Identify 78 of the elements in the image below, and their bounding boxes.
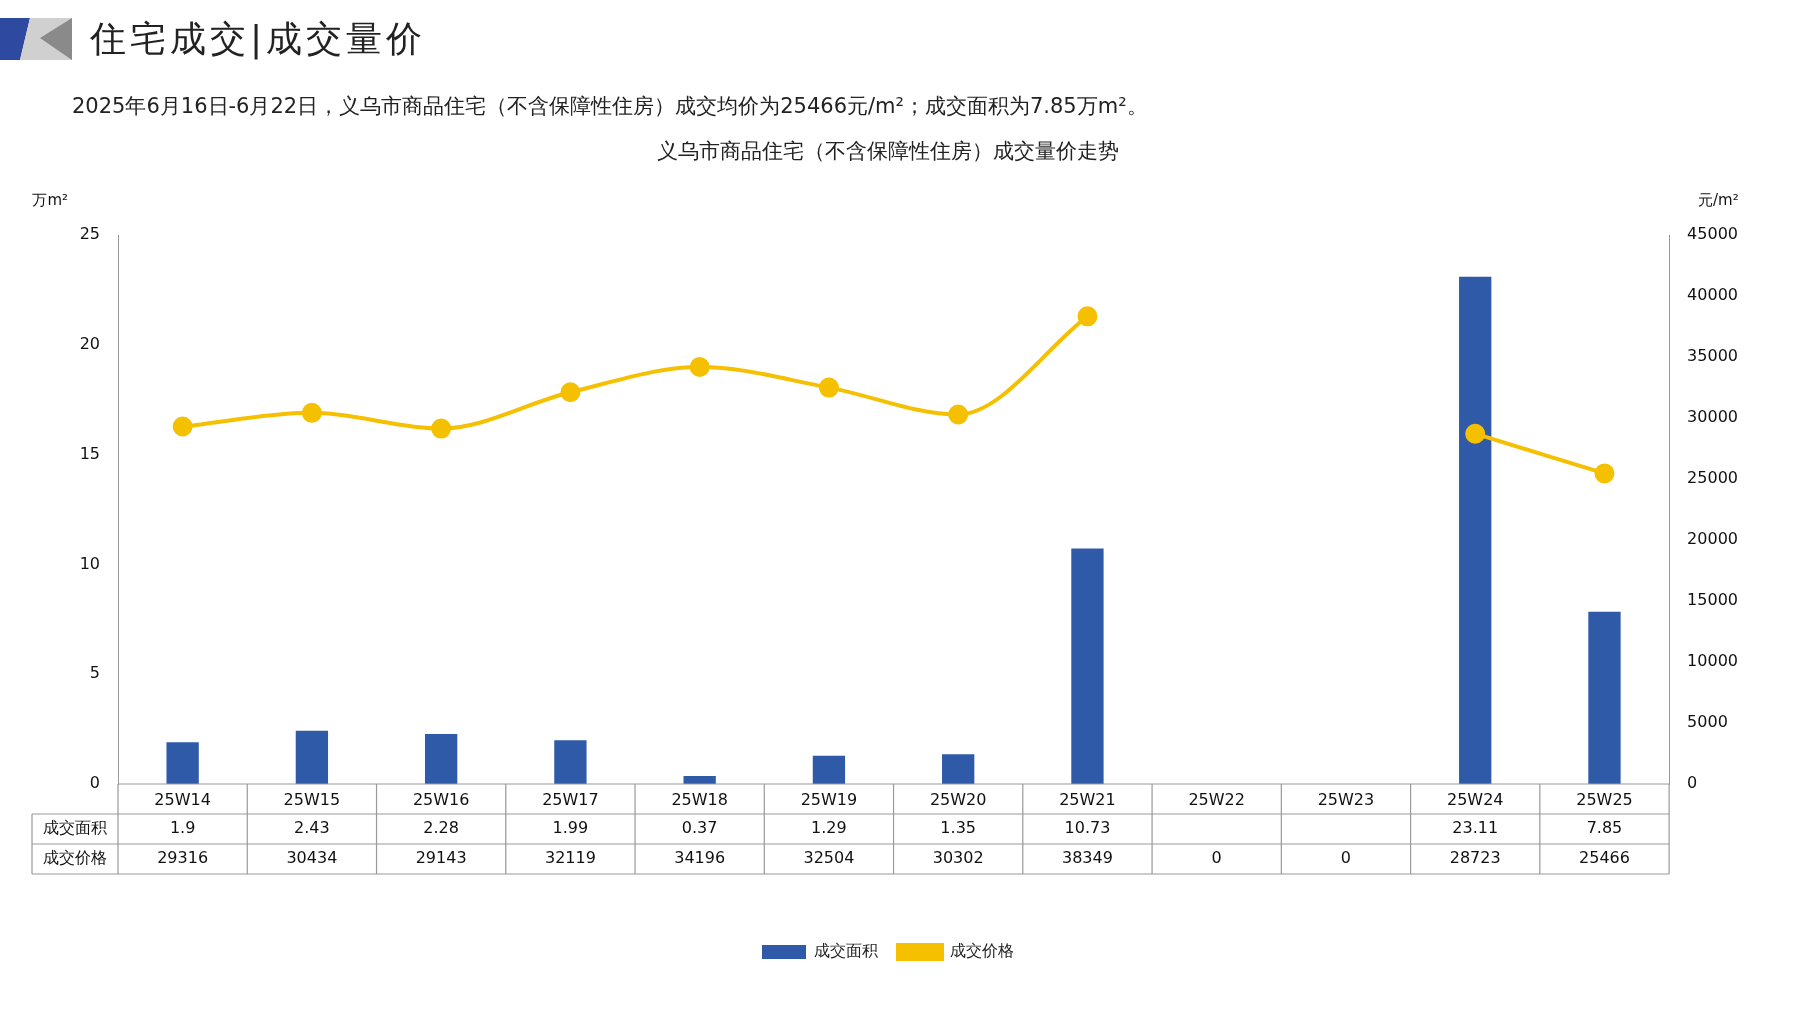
y2-tick-label: 35000 [1687, 346, 1739, 366]
data-label: 25466 [1579, 848, 1630, 868]
y2-tick-label: 40000 [1687, 285, 1739, 305]
point [431, 418, 452, 439]
y2-tick-label: 10000 [1687, 651, 1739, 671]
x-tick-label: 25W24 [1446, 789, 1504, 809]
point [948, 404, 969, 425]
y2-tick-label: 25000 [1687, 468, 1739, 488]
x-tick-label: 25W17 [542, 789, 599, 809]
point [172, 416, 193, 437]
data-label: 28723 [1449, 848, 1501, 868]
bar [812, 755, 846, 784]
y-tick-label: 15 [79, 443, 100, 463]
y2-axis-title: 元/m² [1698, 191, 1739, 210]
text: 住宅成交|成交量价 [90, 16, 427, 62]
data-label: 30302 [932, 848, 984, 868]
chart-subtitle: 2025年6月16日-6月22日，义乌市商品住宅（不含保障性住房）成交均价为25466元/m²；成交面积为7.85万m²。 [72, 93, 1149, 120]
x-tick-label: 25W16 [412, 789, 470, 809]
point [560, 382, 581, 403]
data-label: 7.85 [1586, 818, 1623, 838]
data-label: 32504 [803, 848, 855, 868]
bar [1071, 548, 1104, 784]
x-tick-label: 25W19 [800, 789, 858, 809]
y2-tick-label: 0 [1687, 773, 1698, 793]
x-tick-label: 25W14 [154, 789, 211, 809]
x-tick-label: 25W25 [1576, 789, 1633, 809]
data-label: 32119 [544, 848, 596, 868]
bar [295, 730, 329, 784]
y-tick-label: 5 [89, 663, 100, 683]
bar [1459, 276, 1492, 784]
point [689, 356, 710, 377]
text: 0 [1211, 848, 1222, 868]
data-label: 30434 [286, 848, 338, 868]
chart-title: 义乌市商品住宅（不含保障性住房）成交量价走势 [657, 139, 1119, 164]
text: 0 [1340, 848, 1352, 868]
point [818, 377, 839, 398]
data-label: 1.29 [811, 818, 847, 838]
data-label: 38349 [1061, 848, 1113, 868]
data-label: 2.43 [294, 818, 330, 838]
y2-tick-label: 20000 [1687, 529, 1739, 549]
x-tick-label: 25W22 [1188, 789, 1245, 809]
bar [942, 754, 975, 784]
bar [166, 742, 199, 784]
data-label: 23.11 [1452, 818, 1499, 838]
y-axis-title: 万m² [32, 191, 68, 210]
data-label: 10.73 [1064, 818, 1111, 838]
y2-tick-label: 5000 [1687, 712, 1728, 732]
point [1594, 463, 1615, 484]
y2-tick-label: 45000 [1687, 224, 1739, 244]
data-label: 29316 [157, 848, 209, 868]
y-tick-label: 25 [79, 224, 100, 244]
text: 成交面积 [43, 818, 107, 838]
bar [1588, 611, 1621, 784]
bar [424, 733, 458, 784]
y-tick-label: 10 [79, 553, 100, 573]
data-label: 1.9 [169, 818, 196, 838]
data-label: 1.99 [552, 818, 589, 838]
bar [554, 740, 587, 784]
y2-tick-label: 15000 [1687, 590, 1739, 610]
legend-label: 成交价格 [950, 941, 1014, 961]
y2-tick-label: 30000 [1687, 407, 1739, 427]
data-label: 0.37 [681, 818, 718, 838]
data-label: 29143 [415, 848, 467, 868]
point [1077, 306, 1098, 327]
point [301, 402, 322, 423]
point [1465, 423, 1486, 444]
x-tick-label: 25W23 [1317, 789, 1375, 809]
x-tick-label: 25W15 [283, 789, 341, 809]
data-label: 2.28 [423, 818, 459, 838]
data-label: 1.35 [940, 818, 976, 838]
x-tick-label: 25W20 [929, 789, 987, 809]
legend-label: 成交面积 [814, 941, 878, 961]
text: 成交价格 [43, 848, 107, 868]
y-tick-label: 20 [79, 334, 100, 354]
y-tick-label: 0 [89, 773, 100, 793]
x-tick-label: 25W21 [1059, 789, 1116, 809]
data-label: 34196 [674, 848, 726, 868]
x-tick-label: 25W18 [671, 789, 728, 809]
